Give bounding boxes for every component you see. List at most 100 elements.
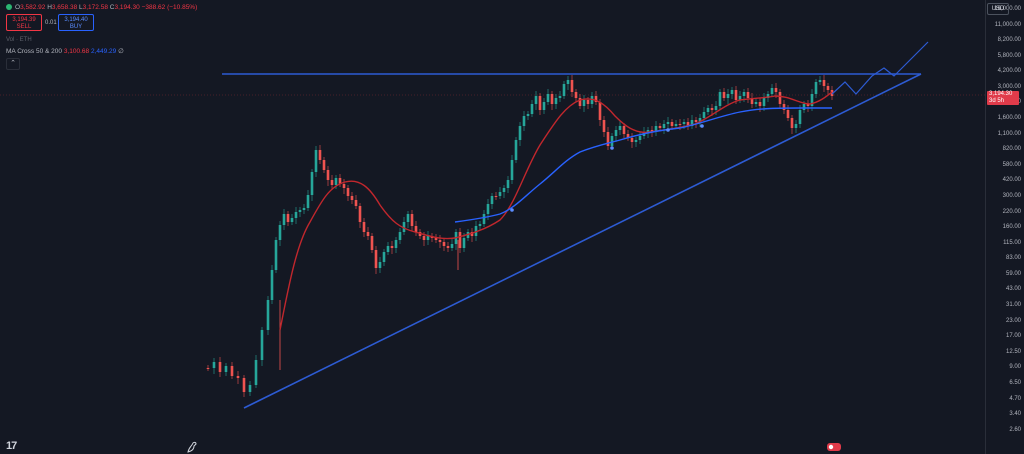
candle-body xyxy=(614,130,618,136)
candle-body xyxy=(346,188,350,196)
symbol-status-dot xyxy=(6,4,12,10)
candle-body xyxy=(802,104,806,110)
candle-body xyxy=(314,150,318,172)
candle-body xyxy=(398,232,402,240)
candle-body xyxy=(778,92,782,104)
indicator-settings-icon[interactable]: ∅ xyxy=(118,48,124,55)
candle-body xyxy=(678,124,682,125)
bar-countdown: 3d 5h xyxy=(989,98,1005,104)
flag-icon[interactable] xyxy=(826,442,842,452)
candle-body xyxy=(422,236,426,240)
candle-body xyxy=(270,270,274,300)
candle-body xyxy=(218,362,222,372)
price-chart[interactable] xyxy=(0,0,985,454)
candle-body xyxy=(774,88,778,92)
candle-body xyxy=(514,140,518,160)
price-tick-label: 2.60 xyxy=(1009,426,1021,433)
sell-button[interactable]: 3,194.39 SELL xyxy=(6,14,42,31)
candle-body xyxy=(630,138,634,142)
candle-body xyxy=(794,124,798,128)
candle-body xyxy=(670,122,674,126)
candle-body xyxy=(294,212,298,218)
candle-body xyxy=(562,84,566,96)
candle-body xyxy=(442,242,446,246)
candle-body xyxy=(782,104,786,110)
candle-body xyxy=(450,244,454,248)
candle-body xyxy=(306,195,310,208)
candle-body xyxy=(212,362,216,368)
candle-body xyxy=(310,172,314,195)
price-scale[interactable]: 16,000.00 11,000.00 8,200.00 5,800.00 4,200.… xyxy=(985,0,1024,454)
price-tick-label: 4,200.00 xyxy=(997,68,1021,75)
ohlc-legend: O3,582.92 H3,658.38 L3,172.58 C3,194.30 … xyxy=(6,4,197,11)
candle-body xyxy=(766,94,770,98)
candle-body xyxy=(674,124,678,126)
price-tick-label: 11,000.00 xyxy=(994,21,1021,28)
candle-body xyxy=(224,366,228,372)
candle-body xyxy=(426,236,430,240)
currency-selector[interactable]: USD xyxy=(987,3,1009,15)
ma-fast-value: 3,100.68 xyxy=(63,48,90,55)
chart-area[interactable] xyxy=(0,0,985,454)
candle-body xyxy=(714,106,718,110)
candle-body xyxy=(342,184,346,188)
volume-legend[interactable]: Vol · ETH xyxy=(6,37,32,43)
candle-body xyxy=(406,214,410,222)
candle-body xyxy=(206,368,210,369)
candle-body xyxy=(386,246,390,252)
candle-body xyxy=(710,108,714,110)
price-tick-label: 59.00 xyxy=(1005,270,1021,277)
candle-body xyxy=(818,80,822,82)
candle-body xyxy=(650,130,654,132)
support-trendline xyxy=(243,73,922,409)
candle-body xyxy=(542,102,546,110)
price-tick-label: 3.40 xyxy=(1009,411,1021,418)
candle-body xyxy=(230,366,234,376)
price-tick-label: 300.00 xyxy=(1002,192,1021,199)
price-tick-label: 12.50 xyxy=(1005,348,1021,355)
buy-button[interactable]: 3,194.40 BUY xyxy=(58,14,94,31)
candle-body xyxy=(482,214,486,224)
candle-body xyxy=(334,178,338,185)
candle-body xyxy=(686,122,690,126)
candle-body xyxy=(358,206,362,222)
indicator-legend[interactable]: MA Cross 50 & 200 3,100.68 2,449.29 ∅ xyxy=(6,47,124,55)
last-price: 3,194.30 xyxy=(989,91,1013,97)
candle-body xyxy=(606,132,610,146)
candle-body xyxy=(366,232,370,236)
tradingview-logo-icon[interactable]: 17 xyxy=(6,440,17,452)
bird-icon[interactable] xyxy=(186,441,198,453)
candle-body xyxy=(290,218,294,222)
ma-cross-marker xyxy=(510,208,514,212)
ma-cross-marker xyxy=(700,124,704,128)
candle-body xyxy=(362,222,366,232)
candle-body xyxy=(806,104,810,106)
candle-body xyxy=(770,88,774,94)
candle-body xyxy=(478,224,482,226)
candle-body xyxy=(658,126,662,128)
candle-body xyxy=(694,120,698,122)
candle-body xyxy=(260,330,264,360)
price-tick-label: 8,200.00 xyxy=(997,37,1021,44)
candle-body xyxy=(534,96,538,104)
ma-cross-marker xyxy=(610,146,614,150)
candle-body xyxy=(526,114,530,116)
candle-body xyxy=(242,378,246,392)
candle-body xyxy=(690,120,694,126)
candle-body xyxy=(654,126,658,132)
candle-body xyxy=(730,90,734,94)
last-price-badge: 3,194.30 3d 5h xyxy=(987,91,1019,105)
open-value: 3,582.92 xyxy=(20,4,46,11)
candle-body xyxy=(518,126,522,140)
price-tick-label: 820.00 xyxy=(1002,146,1021,153)
candle-body xyxy=(494,196,498,197)
candle-body xyxy=(302,208,306,210)
candle-body xyxy=(622,126,626,134)
candle-body xyxy=(530,104,534,114)
price-tick-label: 4.70 xyxy=(1009,395,1021,402)
candle-body xyxy=(554,98,558,104)
price-tick-label: 580.00 xyxy=(1002,161,1021,168)
chevron-up-icon[interactable]: ⌃ xyxy=(6,58,20,70)
candle-body xyxy=(470,232,474,236)
candle-body xyxy=(610,136,614,146)
